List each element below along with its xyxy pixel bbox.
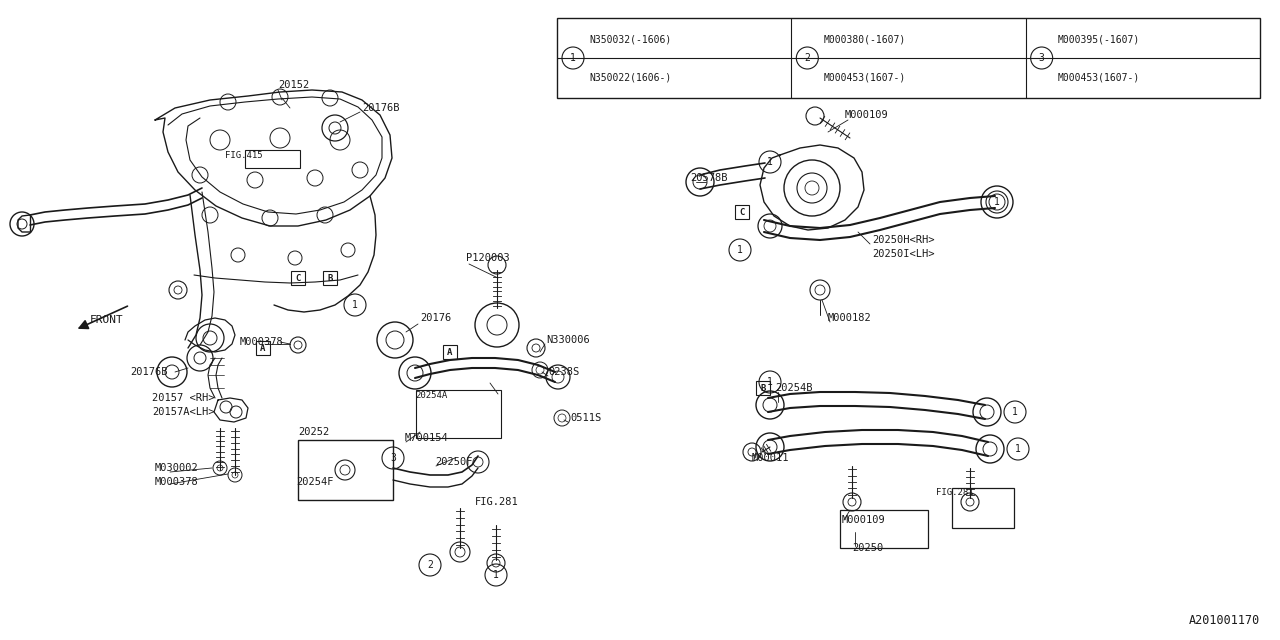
Text: N350022(1606-): N350022(1606-) (589, 72, 671, 82)
Text: FIG.281: FIG.281 (475, 497, 518, 507)
Bar (323, 271, 337, 285)
Text: 20254A: 20254A (415, 390, 447, 399)
Bar (756, 381, 771, 395)
Bar (735, 205, 749, 219)
Text: 20578B: 20578B (690, 173, 727, 183)
Text: 20157 <RH>: 20157 <RH> (152, 393, 215, 403)
Text: 20254F: 20254F (296, 477, 334, 487)
Text: M00011: M00011 (753, 453, 790, 463)
Text: M000109: M000109 (845, 110, 888, 120)
Text: 0238S: 0238S (548, 367, 580, 377)
Text: B: B (760, 383, 765, 392)
Text: N330006: N330006 (547, 335, 590, 345)
Bar (443, 345, 457, 359)
Text: 1: 1 (995, 197, 1000, 207)
Text: 1: 1 (570, 53, 576, 63)
Text: 1: 1 (1012, 407, 1018, 417)
Text: B: B (328, 273, 333, 282)
Text: M000182: M000182 (828, 313, 872, 323)
Text: A: A (260, 344, 266, 353)
Text: 20250H<RH>: 20250H<RH> (872, 235, 934, 245)
Text: 0511S: 0511S (570, 413, 602, 423)
Text: M000453(1607-): M000453(1607-) (823, 72, 905, 82)
Text: P120003: P120003 (466, 253, 509, 263)
Text: 1: 1 (737, 245, 742, 255)
Text: 20250F: 20250F (435, 457, 472, 467)
Text: FIG.281: FIG.281 (936, 488, 974, 497)
Bar (840, 510, 928, 548)
Text: 1: 1 (767, 377, 773, 387)
Bar (256, 341, 270, 355)
Text: M000378: M000378 (155, 477, 198, 487)
Text: FIG.415: FIG.415 (225, 150, 262, 159)
Text: 20254B: 20254B (774, 383, 813, 393)
Text: M000395(-1607): M000395(-1607) (1057, 34, 1140, 44)
Text: A: A (447, 348, 453, 356)
Text: 20176B: 20176B (131, 367, 168, 377)
Text: 20250: 20250 (852, 543, 883, 553)
Text: 3: 3 (1039, 53, 1044, 63)
Text: M700154: M700154 (404, 433, 449, 443)
Bar (557, 18, 1260, 98)
Text: 1: 1 (767, 157, 773, 167)
Text: 20250I<LH>: 20250I<LH> (872, 249, 934, 259)
Bar (952, 488, 1014, 528)
Text: 2: 2 (804, 53, 810, 63)
Text: A201001170: A201001170 (1189, 614, 1260, 627)
Text: 1: 1 (1015, 444, 1021, 454)
Text: M000453(1607-): M000453(1607-) (1057, 72, 1140, 82)
Text: 3: 3 (390, 453, 396, 463)
Bar (291, 271, 305, 285)
Text: M000380(-1607): M000380(-1607) (823, 34, 905, 44)
Text: N350032(-1606): N350032(-1606) (589, 34, 671, 44)
Text: C: C (740, 207, 745, 216)
Text: 20157A<LH>: 20157A<LH> (152, 407, 215, 417)
Text: 2: 2 (428, 560, 433, 570)
Text: 20176: 20176 (420, 313, 452, 323)
Text: M000109: M000109 (842, 515, 886, 525)
Text: FRONT: FRONT (90, 315, 124, 325)
Bar (298, 440, 393, 500)
Text: 1: 1 (493, 570, 499, 580)
Text: M000378: M000378 (241, 337, 284, 347)
Text: M030002: M030002 (155, 463, 198, 473)
Bar (244, 150, 300, 168)
Text: 1: 1 (352, 300, 358, 310)
Text: 20176B: 20176B (362, 103, 399, 113)
Bar (416, 390, 500, 438)
Text: C: C (296, 273, 301, 282)
Text: 20152: 20152 (278, 80, 310, 90)
Text: 20252: 20252 (298, 427, 329, 437)
